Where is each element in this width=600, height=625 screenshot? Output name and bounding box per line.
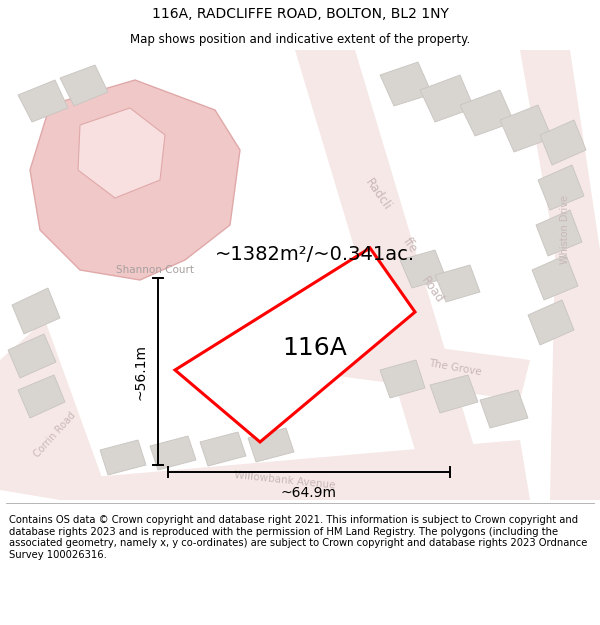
Text: Map shows position and indicative extent of the property.: Map shows position and indicative extent… [130,32,470,46]
Polygon shape [60,65,108,106]
Polygon shape [18,375,65,418]
Text: Contains OS data © Crown copyright and database right 2021. This information is : Contains OS data © Crown copyright and d… [9,515,587,560]
Polygon shape [520,50,600,250]
Text: Willowbank Avenue: Willowbank Avenue [234,470,336,490]
Text: The Grove: The Grove [428,358,482,377]
Text: ffe: ffe [400,235,420,255]
Polygon shape [540,120,586,165]
Text: 116A: 116A [283,336,347,360]
Polygon shape [480,390,528,428]
Text: Road: Road [418,274,446,306]
Text: Whiston Drive: Whiston Drive [560,196,570,264]
Polygon shape [18,80,68,122]
Polygon shape [400,250,446,288]
Polygon shape [175,248,415,442]
Polygon shape [60,440,530,500]
Polygon shape [330,335,530,400]
Text: ~56.1m: ~56.1m [134,344,148,399]
Polygon shape [12,288,60,334]
Polygon shape [460,90,514,136]
Text: Corrin Road: Corrin Road [32,411,78,459]
Polygon shape [538,165,584,210]
Polygon shape [248,428,294,462]
Polygon shape [8,334,56,378]
Text: ~1382m²/~0.341ac.: ~1382m²/~0.341ac. [215,246,415,264]
Polygon shape [528,300,574,345]
Text: Radcli: Radcli [362,177,394,213]
Polygon shape [100,440,146,475]
Polygon shape [430,375,478,413]
Polygon shape [420,75,474,122]
Polygon shape [380,62,432,106]
Polygon shape [150,436,196,470]
Polygon shape [500,105,552,152]
Text: Shannon Court: Shannon Court [116,265,194,275]
Polygon shape [200,432,246,466]
Polygon shape [78,108,165,198]
Polygon shape [550,250,600,500]
Polygon shape [380,360,425,398]
Polygon shape [295,50,490,500]
Text: 116A, RADCLIFFE ROAD, BOLTON, BL2 1NY: 116A, RADCLIFFE ROAD, BOLTON, BL2 1NY [152,7,448,21]
Polygon shape [435,265,480,302]
Polygon shape [536,210,582,256]
Polygon shape [0,320,110,500]
Text: ~64.9m: ~64.9m [281,486,337,500]
Polygon shape [30,80,240,280]
Polygon shape [532,255,578,300]
